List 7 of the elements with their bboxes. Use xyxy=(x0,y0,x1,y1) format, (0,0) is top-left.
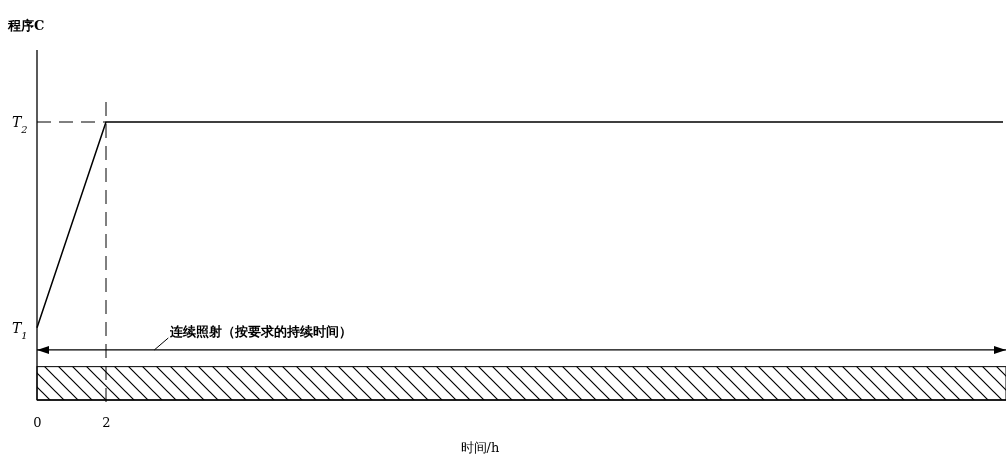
x-axis-title: 时间/h xyxy=(460,440,500,455)
x-tick-label: 2 xyxy=(102,415,111,431)
chart-title: 程序C xyxy=(7,18,45,33)
annotation: T$_{1}$ xyxy=(12,319,28,341)
ref-line-label: 连续照射（按要求的持续时间） xyxy=(169,323,353,339)
ref-line-label: T$_{2}$ xyxy=(12,114,28,135)
x-tick-label: 0 xyxy=(33,415,42,431)
